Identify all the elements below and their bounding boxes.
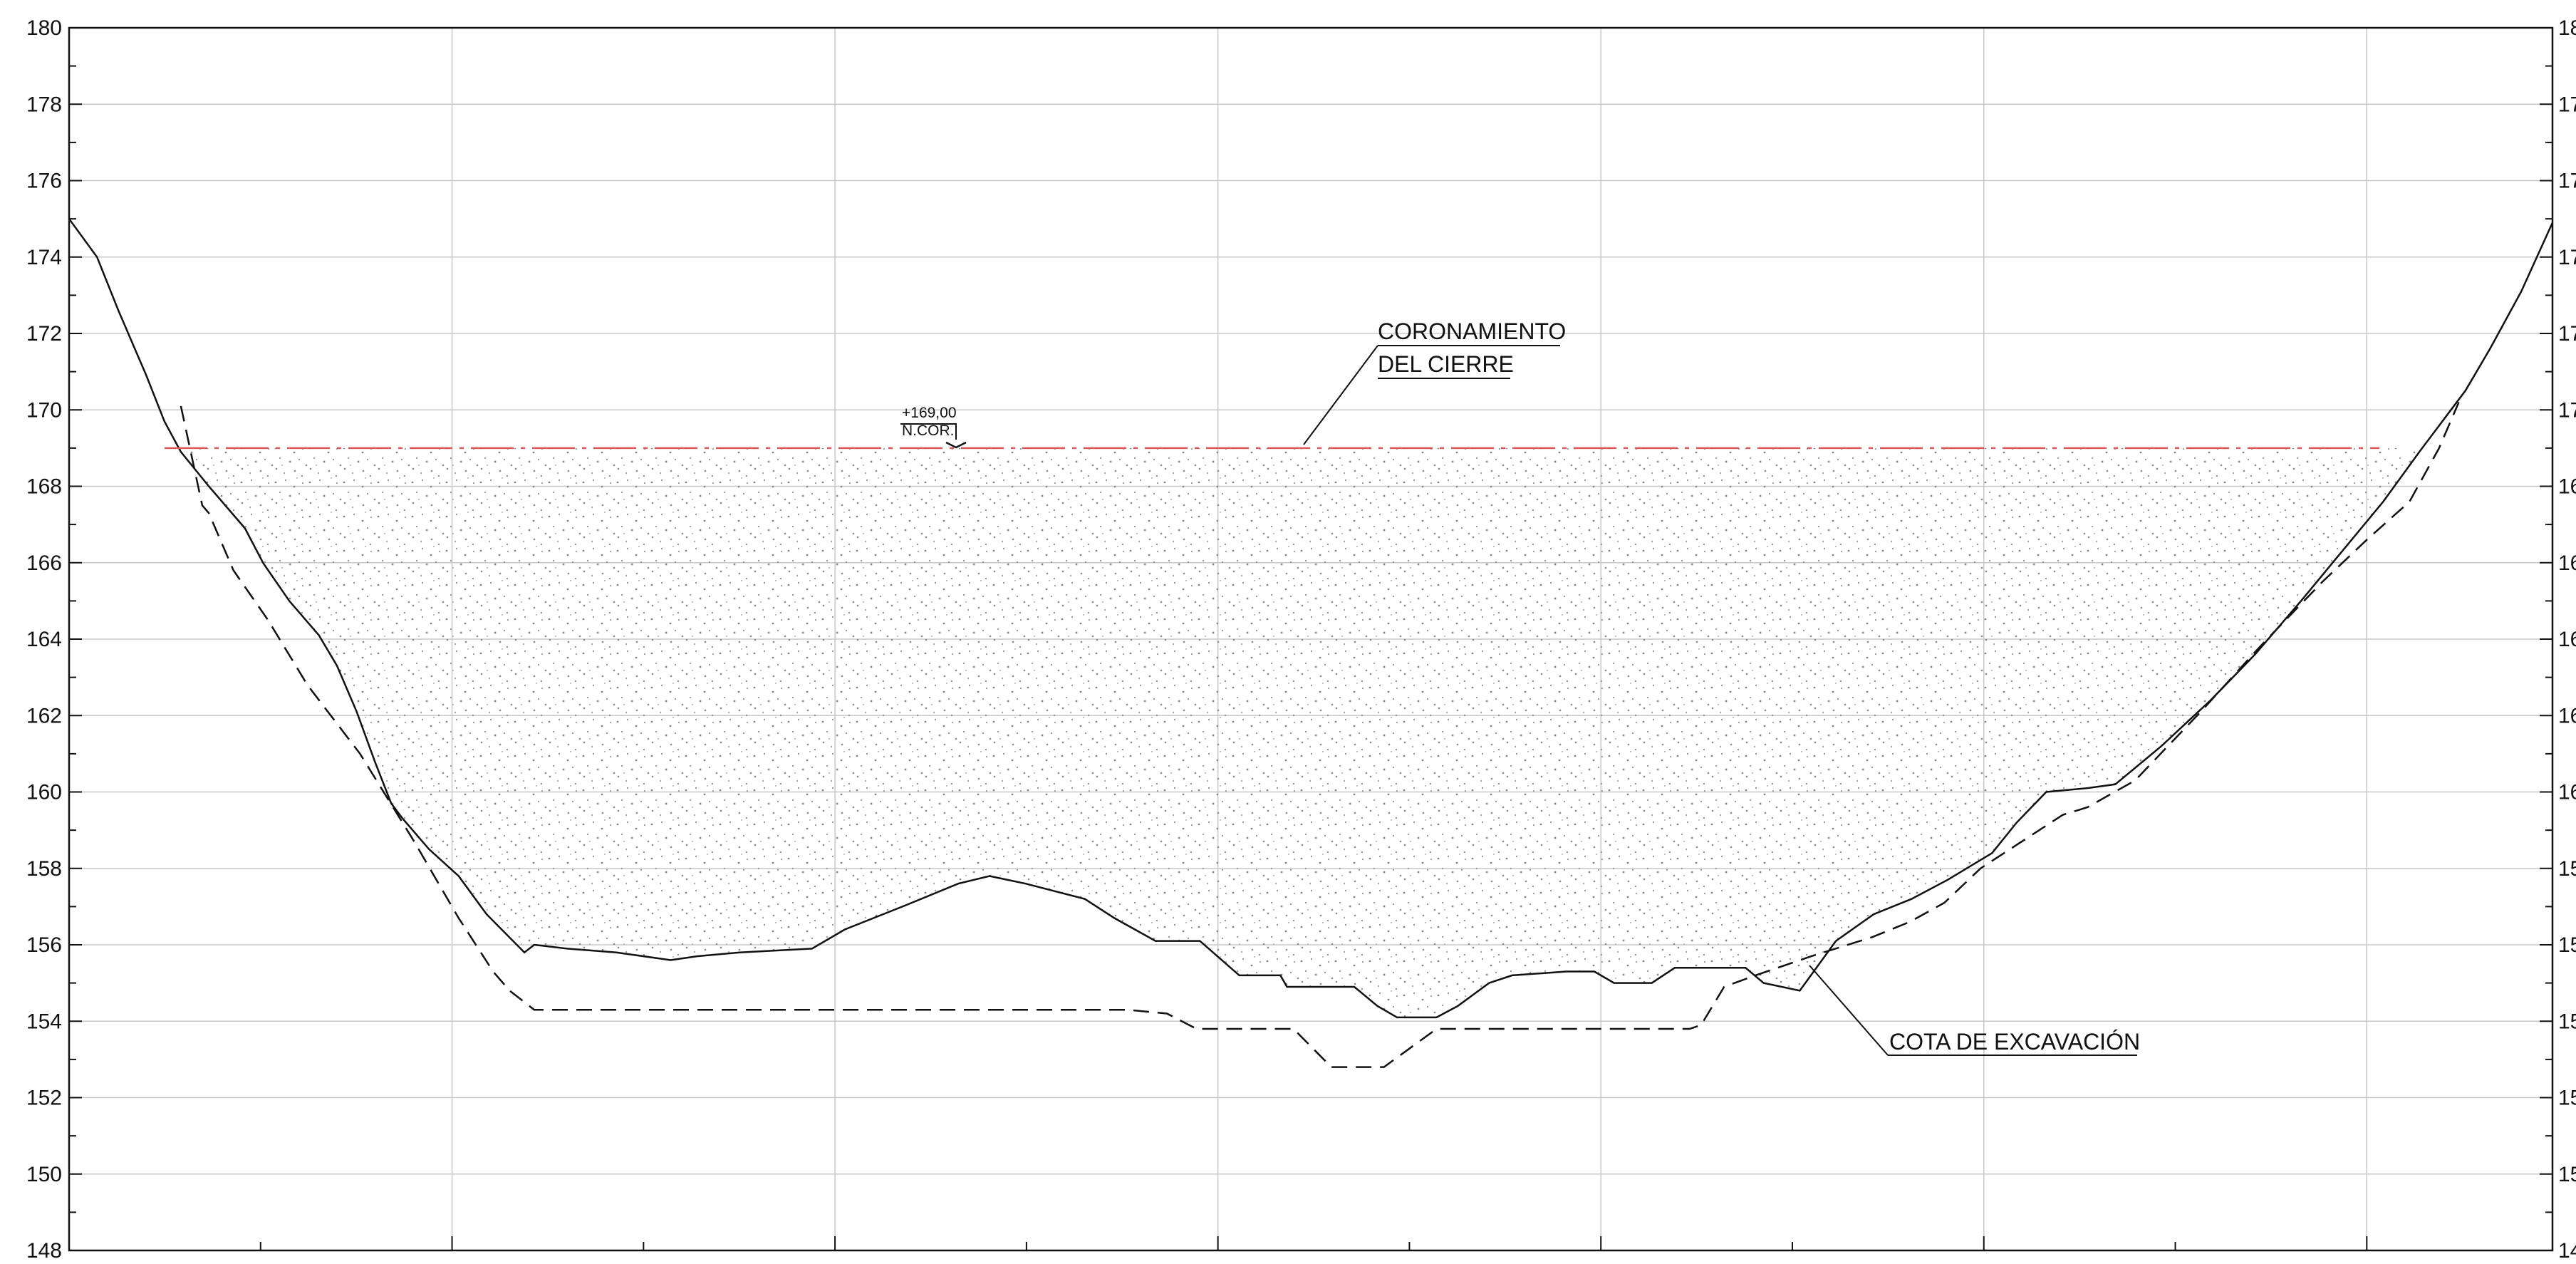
crest-callout: CORONAMIENTO DEL CIERRE	[1303, 318, 1566, 445]
y-tick-label-left: 156	[26, 933, 62, 957]
y-tick-label-right: 15	[2558, 933, 2576, 957]
excavation-profile-line	[180, 402, 2460, 1068]
y-tick-label-left: 176	[26, 170, 62, 193]
right-axis-labels: 18 17 17 17 17 17 16 16 16 16 16 15 15 15 15 15 14	[2558, 16, 2576, 1263]
crest-level-value: +169,00	[902, 405, 957, 421]
y-tick-label-left: 170	[26, 398, 62, 422]
y-tick-label-right: 16	[2558, 628, 2576, 651]
y-tick-label-right: 15	[2558, 1163, 2576, 1186]
y-tick-label-left: 166	[26, 551, 62, 575]
y-tick-label-right: 17	[2558, 246, 2576, 269]
reservoir-fill	[178, 447, 2423, 1017]
ground-profile-line	[68, 218, 2554, 1019]
y-tick-label-right: 16	[2558, 475, 2576, 499]
y-tick-label-left: 164	[26, 628, 62, 651]
level-marker-leader	[900, 423, 957, 440]
plot-frame	[68, 26, 2554, 1252]
y-tick-label-left: 150	[26, 1163, 62, 1186]
excavation-leader-line	[1809, 965, 1889, 1056]
crest-level-tag: N.COR.	[902, 423, 955, 439]
y-tick-label-right: 17	[2558, 398, 2576, 422]
y-tick-label-left: 178	[26, 93, 62, 116]
y-tick-label-right: 17	[2558, 93, 2576, 116]
crest-label-line1: CORONAMIENTO	[1378, 318, 1566, 344]
y-tick-label-left: 180	[26, 16, 62, 40]
left-axis-labels: 180 178 176 174 172 170 168 166 164 162 160 158 156 1…	[26, 16, 62, 1263]
y-tick-label-left: 172	[26, 322, 62, 346]
y-tick-label-right: 18	[2558, 16, 2576, 40]
y-tick-label-left: 174	[26, 246, 62, 269]
y-tick-label-left: 148	[26, 1239, 62, 1263]
y-tick-label-right: 17	[2558, 170, 2576, 193]
crest-label-line2: DEL CIERRE	[1378, 351, 1514, 377]
y-tick-label-left: 162	[26, 704, 62, 727]
y-tick-label-right: 15	[2558, 857, 2576, 881]
excavation-callout: COTA DE EXCAVACIÓN	[1809, 965, 2140, 1056]
y-tick-label-left: 158	[26, 857, 62, 881]
y-tick-label-right: 15	[2558, 1010, 2576, 1033]
reservoir-stipple-area	[178, 447, 2423, 1017]
y-tick-label-right: 16	[2558, 551, 2576, 575]
y-tick-label-right: 14	[2558, 1239, 2576, 1263]
y-tick-label-left: 152	[26, 1087, 62, 1110]
excavation-label: COTA DE EXCAVACIÓN	[1889, 1029, 2140, 1055]
y-tick-label-left: 160	[26, 781, 62, 804]
y-tick-label-left: 168	[26, 475, 62, 499]
level-marker-arrow	[945, 441, 967, 449]
y-tick-label-left: 154	[26, 1010, 62, 1033]
crest-leader-line	[1303, 345, 1378, 445]
crest-level-marker: +169,00 N.COR.	[900, 405, 967, 449]
y-tick-label-right: 17	[2558, 322, 2576, 346]
profiles	[68, 218, 2554, 1068]
y-tick-label-right: 16	[2558, 704, 2576, 727]
y-tick-label-right: 16	[2558, 781, 2576, 804]
y-tick-label-right: 15	[2558, 1087, 2576, 1110]
